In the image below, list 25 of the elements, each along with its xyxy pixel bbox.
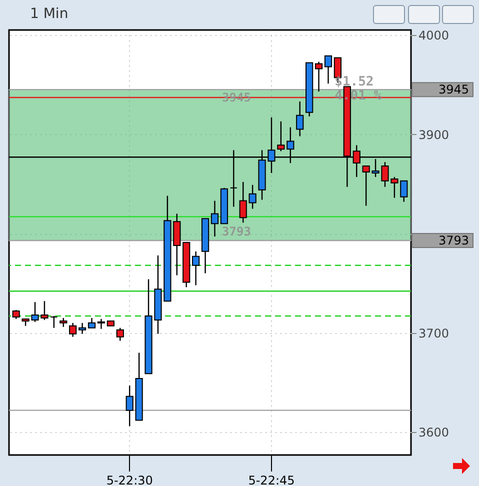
y-tick-label: 4000	[418, 28, 450, 42]
annotation: $1.52	[334, 74, 374, 90]
candlestick	[173, 213, 181, 276]
chart-title: 1 Min	[30, 6, 68, 22]
ref-line-label: 3945	[438, 82, 469, 97]
candlestick	[239, 181, 247, 224]
annotation: 3793	[222, 224, 251, 239]
candlestick	[192, 250, 200, 286]
candlestick	[78, 322, 86, 334]
candlestick	[97, 318, 106, 330]
candlestick	[248, 184, 256, 210]
candlestick	[116, 327, 124, 342]
y-tick-label: 3600	[418, 426, 450, 440]
candlestick	[69, 322, 77, 338]
candlestick	[314, 61, 323, 92]
candlestick	[88, 317, 96, 328]
x-tick-label: 5-22:45	[248, 474, 295, 486]
y-tick-label: 3900	[418, 128, 450, 142]
y-tick-label: 3700	[418, 326, 450, 340]
candlestick	[324, 55, 332, 84]
candlestick	[296, 100, 304, 137]
candlestick	[50, 315, 58, 328]
ref-line-label: 3793	[438, 234, 469, 248]
x-tick-label: 5-22:30	[106, 474, 153, 486]
candlestick	[210, 200, 219, 238]
